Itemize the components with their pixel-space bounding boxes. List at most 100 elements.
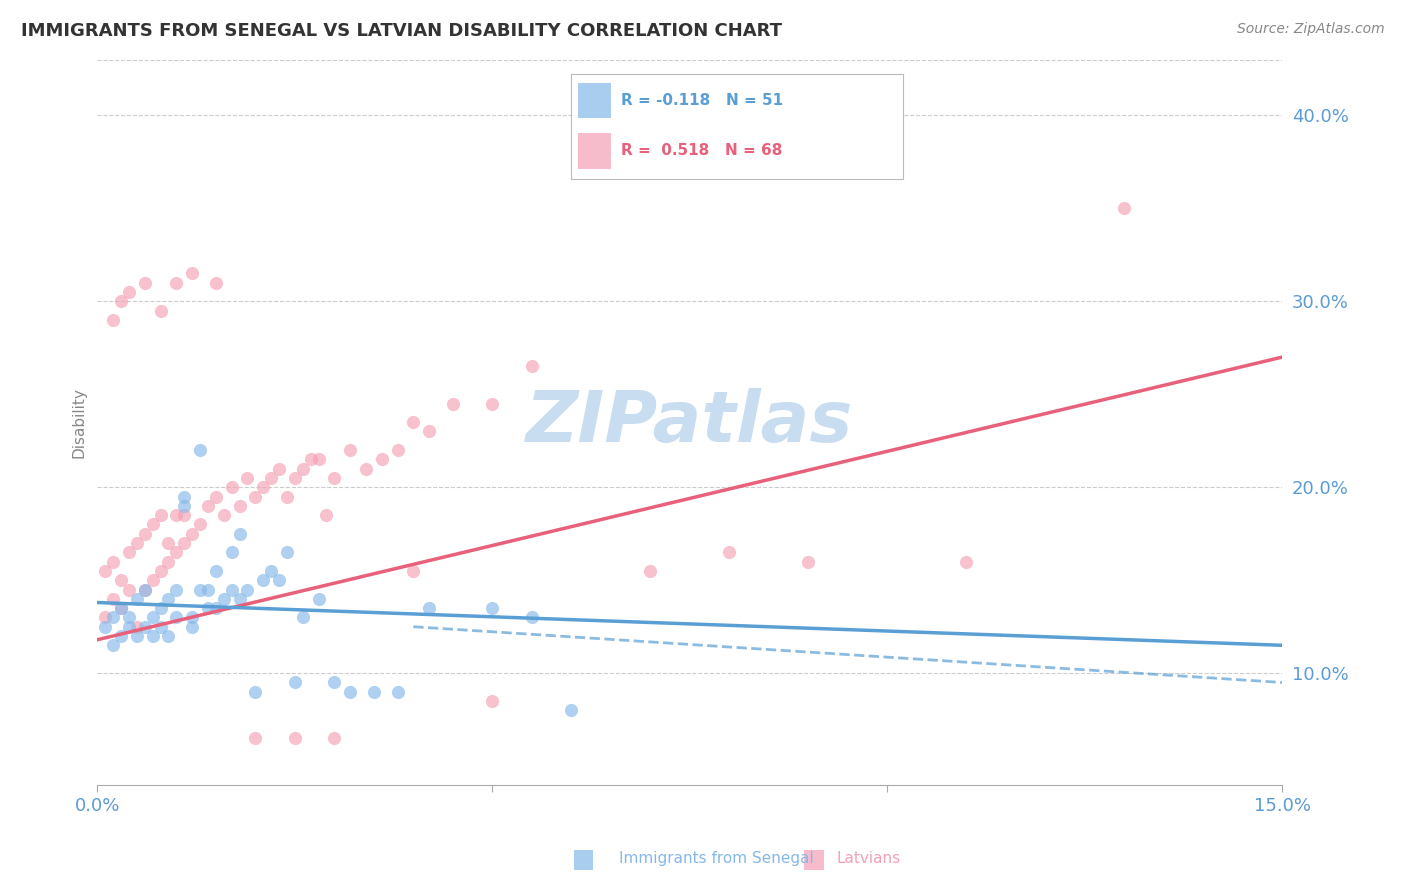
Point xyxy=(118,545,141,559)
Point xyxy=(339,685,361,699)
Point xyxy=(94,620,117,634)
Point xyxy=(118,610,141,624)
Point xyxy=(165,276,187,290)
Point xyxy=(221,582,243,597)
Point xyxy=(165,610,187,624)
Point xyxy=(173,536,195,550)
Point xyxy=(125,629,148,643)
Point xyxy=(245,685,267,699)
Point xyxy=(181,267,204,281)
Point xyxy=(245,731,267,746)
Point xyxy=(188,443,211,458)
Point xyxy=(101,591,124,606)
Point xyxy=(315,508,337,523)
Point xyxy=(110,601,132,615)
Point xyxy=(299,452,322,467)
Point xyxy=(149,303,172,318)
Point xyxy=(165,508,187,523)
Point xyxy=(228,591,250,606)
Point xyxy=(205,601,228,615)
Point xyxy=(560,703,582,717)
Point xyxy=(118,620,141,634)
Point xyxy=(101,638,124,652)
Point xyxy=(284,675,307,690)
Point xyxy=(181,620,204,634)
Point xyxy=(188,582,211,597)
Point xyxy=(197,499,219,513)
Point xyxy=(110,601,132,615)
Point xyxy=(142,573,165,587)
Point xyxy=(157,536,180,550)
Point xyxy=(797,555,820,569)
Point xyxy=(363,685,385,699)
Point xyxy=(370,452,392,467)
Point xyxy=(402,415,425,429)
Point xyxy=(339,443,361,458)
Point xyxy=(125,536,148,550)
Text: Immigrants from Senegal: Immigrants from Senegal xyxy=(619,851,814,865)
Point xyxy=(205,276,228,290)
Point xyxy=(125,591,148,606)
Point xyxy=(181,610,204,624)
Point xyxy=(284,471,307,485)
Point xyxy=(94,564,117,578)
Point xyxy=(157,629,180,643)
Point xyxy=(267,461,290,475)
Point xyxy=(252,480,274,494)
Point xyxy=(157,591,180,606)
Point xyxy=(165,582,187,597)
Point xyxy=(236,582,259,597)
Point xyxy=(134,526,156,541)
Point xyxy=(118,582,141,597)
Point xyxy=(134,582,156,597)
Point xyxy=(134,276,156,290)
Point xyxy=(323,731,346,746)
Point xyxy=(291,610,314,624)
Point xyxy=(205,564,228,578)
Point xyxy=(94,610,117,624)
Point xyxy=(149,601,172,615)
Point xyxy=(640,564,662,578)
Point xyxy=(387,443,409,458)
Point xyxy=(323,675,346,690)
Point xyxy=(157,555,180,569)
Point xyxy=(481,396,503,410)
Y-axis label: Disability: Disability xyxy=(72,387,86,458)
Point xyxy=(245,490,267,504)
Point xyxy=(520,610,543,624)
Point xyxy=(188,517,211,532)
Point xyxy=(149,508,172,523)
Text: Latvians: Latvians xyxy=(837,851,901,865)
Point xyxy=(252,573,274,587)
Point xyxy=(308,591,330,606)
Point xyxy=(142,610,165,624)
Point xyxy=(149,564,172,578)
Point xyxy=(110,294,132,309)
Point xyxy=(205,490,228,504)
Point xyxy=(418,601,440,615)
Point xyxy=(173,508,195,523)
Point xyxy=(260,471,283,485)
Point xyxy=(1114,202,1136,216)
Point xyxy=(481,694,503,708)
Point xyxy=(197,582,219,597)
Point xyxy=(181,526,204,541)
Point xyxy=(221,480,243,494)
Point xyxy=(197,601,219,615)
Point xyxy=(101,610,124,624)
Point xyxy=(284,731,307,746)
Point xyxy=(481,601,503,615)
Point xyxy=(267,573,290,587)
Point xyxy=(212,508,235,523)
Point xyxy=(520,359,543,374)
Point xyxy=(165,545,187,559)
Point xyxy=(955,555,977,569)
Point xyxy=(110,573,132,587)
Text: ZIPatlas: ZIPatlas xyxy=(526,388,853,457)
Point xyxy=(101,555,124,569)
Point xyxy=(418,425,440,439)
Point xyxy=(323,471,346,485)
Point xyxy=(110,629,132,643)
Point xyxy=(149,620,172,634)
Point xyxy=(228,499,250,513)
